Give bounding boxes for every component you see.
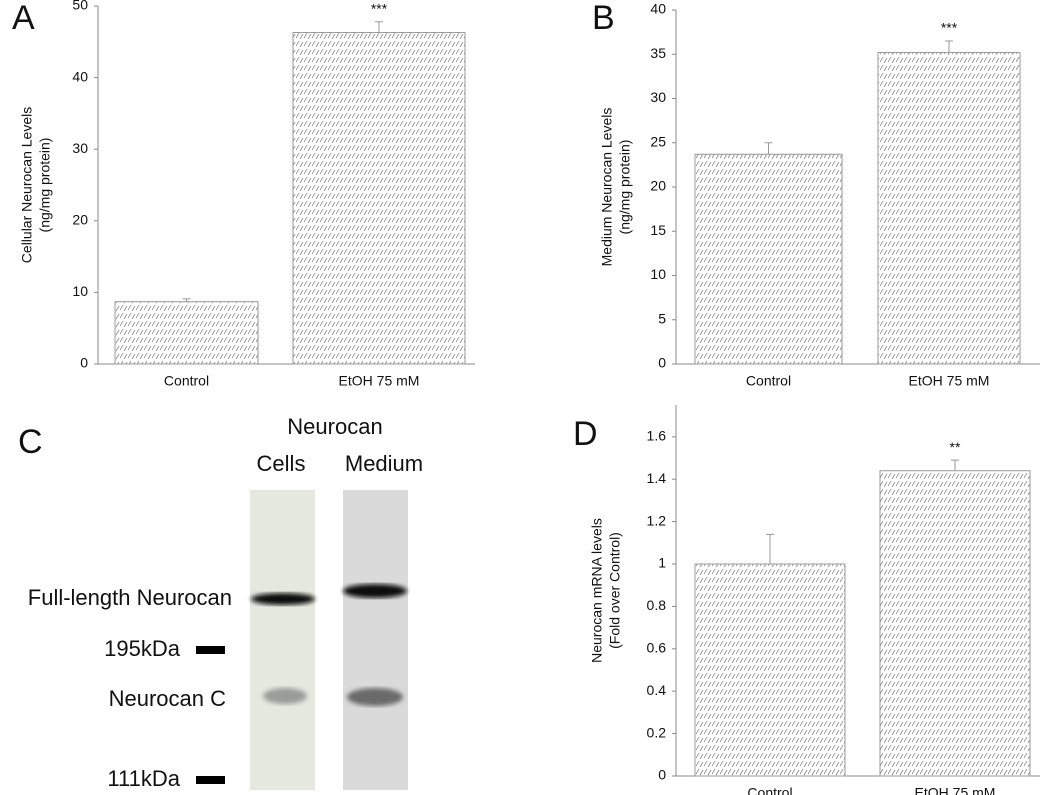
y-axis-label: (ng/mg protein) [37, 138, 53, 233]
y-tick-label: 0 [658, 767, 666, 783]
x-tick-label: EtOH 75 mM [915, 785, 996, 795]
x-tick-label: Control [747, 785, 792, 795]
band [347, 688, 403, 706]
y-tick-label: 40 [72, 68, 88, 84]
blot-label: 195kDa [104, 636, 181, 661]
lane-label: Cells [257, 451, 306, 476]
y-tick-label: 0.8 [647, 597, 667, 613]
x-tick-label: EtOH 75 mM [909, 373, 990, 389]
y-tick-label: 1.6 [647, 428, 667, 444]
y-tick-label: 15 [650, 222, 666, 238]
significance-label: *** [941, 20, 958, 36]
y-tick-label: 0.6 [647, 640, 667, 656]
y-axis-label: Cellular Neurocan Levels [19, 107, 35, 263]
bar [879, 470, 1031, 777]
y-axis-label: Medium Neurocan Levels [599, 108, 615, 267]
band [251, 593, 315, 605]
y-tick-label: 10 [72, 283, 88, 299]
panel-letter: C [18, 423, 43, 461]
y-tick-label: 0.2 [647, 724, 667, 740]
y-axis-label: (Fold over Control) [607, 532, 623, 649]
y-axis-label: (ng/mg protein) [617, 140, 633, 235]
bar [114, 301, 259, 365]
marker-bar [196, 776, 225, 784]
blot-label: Full-length Neurocan [28, 585, 232, 610]
y-tick-label: 10 [650, 266, 666, 282]
band [263, 688, 307, 704]
bar [694, 153, 843, 365]
y-tick-label: 50 [72, 0, 88, 13]
significance-label: *** [371, 0, 388, 16]
y-axis-label: Neurocan mRNA levels [589, 518, 605, 663]
panel-letter: B [592, 0, 615, 37]
blot-title: Neurocan [287, 414, 382, 439]
blot-lane [343, 490, 408, 790]
y-tick-label: 1.2 [647, 512, 667, 528]
x-tick-label: Control [746, 373, 791, 389]
y-tick-label: 1 [658, 555, 666, 571]
blot-label: Neurocan C [109, 686, 227, 711]
y-tick-label: 0 [80, 355, 88, 371]
y-tick-label: 1.4 [647, 470, 667, 486]
x-tick-label: Control [164, 373, 209, 389]
y-tick-label: 30 [650, 89, 666, 105]
panel-letter: D [573, 415, 598, 453]
y-tick-label: 25 [650, 133, 666, 149]
bar [292, 31, 466, 365]
blot-lane [250, 490, 315, 790]
panel-letter: A [12, 0, 35, 37]
marker-bar [196, 646, 225, 654]
lane-label: Medium [345, 451, 423, 476]
y-tick-label: 35 [650, 45, 666, 61]
band [343, 584, 407, 598]
y-tick-label: 0.4 [647, 682, 667, 698]
x-tick-label: EtOH 75 mM [339, 373, 420, 389]
bar [877, 51, 1021, 365]
y-tick-label: 20 [650, 178, 666, 194]
y-tick-label: 20 [72, 212, 88, 228]
y-tick-label: 5 [658, 310, 666, 326]
significance-label: ** [950, 439, 961, 455]
y-tick-label: 30 [72, 140, 88, 156]
blot-label: 111kDa [107, 766, 180, 791]
y-tick-label: 0 [658, 355, 666, 371]
y-tick-label: 40 [650, 1, 666, 17]
bar [694, 563, 846, 777]
